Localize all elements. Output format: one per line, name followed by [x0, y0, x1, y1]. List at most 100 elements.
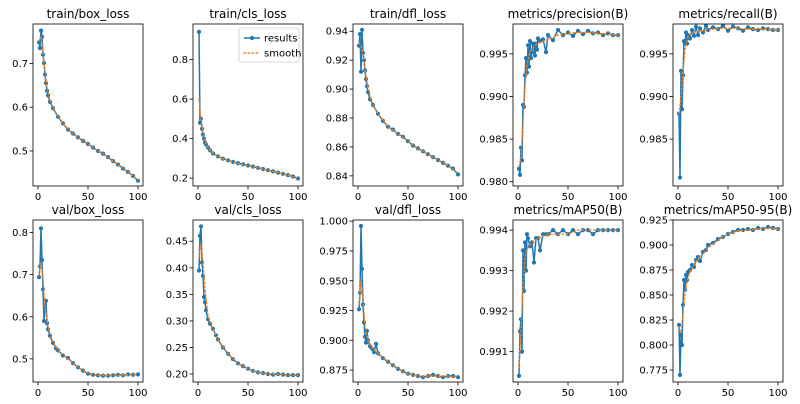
- results-point: [683, 272, 689, 278]
- results-point: [36, 40, 42, 45]
- plot-metrics-precision-b: metrics/precision(B) 0 50 100 0.980 0.985 0.99…: [479, 7, 628, 203]
- plot-title: val/box_loss: [52, 203, 125, 217]
- y-tick-label: 0.900: [319, 336, 348, 347]
- y-tick-label: 1.000: [319, 217, 348, 228]
- plot-train-dfl-loss: train/dfl_loss 0 50 100 0.84 0.86 0.88 0.90 0.92…: [326, 7, 468, 203]
- results-point: [543, 50, 549, 55]
- results-point: [720, 24, 726, 28]
- y-tick-label: 0.84: [326, 171, 348, 182]
- results-point: [687, 36, 693, 41]
- y-tick-label: 0.985: [639, 135, 668, 146]
- results-point: [691, 33, 697, 39]
- plot-metrics-map50-b: metrics/mAP50(B) 0 50 100 0.991 0.992 0.993 0.9…: [479, 203, 627, 399]
- results-point: [529, 240, 535, 245]
- results-point: [534, 47, 540, 52]
- results-point: [540, 37, 546, 42]
- smooth-series-line: [358, 280, 459, 378]
- results-point: [198, 224, 204, 229]
- legend-box: [238, 27, 300, 63]
- y-tick-label: 0.985: [479, 135, 508, 146]
- results-point: [357, 31, 363, 37]
- legend: results smooth: [238, 27, 301, 63]
- results-point: [373, 341, 379, 346]
- y-tick-label: 0.850: [639, 291, 668, 302]
- axes-frame: [672, 219, 784, 383]
- results-point: [575, 232, 581, 237]
- results-series-line: [358, 29, 459, 175]
- results-point: [705, 27, 711, 33]
- results-point: [677, 372, 683, 378]
- series-group: [36, 28, 141, 183]
- results-point: [585, 28, 591, 33]
- results-point: [527, 39, 533, 44]
- results-point: [678, 68, 684, 73]
- results-point: [570, 33, 576, 39]
- y-tick-label: 0.35: [166, 290, 188, 301]
- x-tick-label: 0: [675, 388, 681, 399]
- results-point: [689, 27, 695, 33]
- x-tick-label: 50: [402, 192, 415, 203]
- smooth-series-line: [198, 243, 299, 376]
- results-point: [196, 29, 202, 34]
- results-point: [38, 28, 44, 33]
- results-point: [555, 27, 561, 33]
- results-point: [681, 277, 687, 283]
- results-point: [695, 33, 701, 38]
- results-point: [41, 318, 47, 324]
- y-tick-label: 0.950: [319, 276, 348, 287]
- plot-title: train/cls_loss: [209, 7, 286, 21]
- y-tick-label: 0.8: [172, 55, 188, 66]
- plot-val-cls-loss: val/cls_loss 0 50 100 0.20 0.25 0.30 0.35 0.40 0.…: [166, 203, 308, 399]
- y-tick-label: 0.25: [166, 343, 188, 354]
- axes-frame: [192, 219, 304, 383]
- x-tick-label: 100: [608, 192, 627, 203]
- results-point: [677, 175, 683, 180]
- axes-frame: [32, 23, 144, 187]
- x-tick-label: 100: [128, 192, 147, 203]
- results-point: [516, 373, 522, 378]
- results-point: [358, 69, 364, 74]
- results-series-line: [518, 229, 618, 376]
- series-group: [36, 226, 141, 378]
- series-group: [356, 223, 461, 380]
- y-tick-label: 0.875: [319, 366, 348, 377]
- y-tick-label: 0.7: [12, 59, 28, 70]
- x-tick-label: 100: [768, 388, 787, 399]
- y-tick-label: 0.5: [12, 146, 28, 157]
- y-tick-label: 0.990: [479, 92, 508, 103]
- plot-metrics-map50-95-b: metrics/mAP50-95(B) 0 50 100 0.775 0.800 0.825…: [639, 203, 792, 399]
- series-group: [676, 24, 781, 180]
- results-point: [585, 228, 591, 233]
- y-tick-label: 0.4: [172, 134, 188, 145]
- results-point: [358, 223, 364, 229]
- results-point: [523, 56, 529, 61]
- results-point: [679, 342, 685, 348]
- series-group: [676, 224, 781, 378]
- results-series-line: [678, 24, 778, 179]
- x-tick-label: 0: [675, 192, 681, 203]
- plot-train-box-loss: train/box_loss 0 50 100 0.5 0.6 0.7: [12, 7, 147, 203]
- results-point: [590, 232, 596, 237]
- y-tick-label: 0.990: [639, 92, 668, 103]
- smooth-series-line: [38, 261, 139, 377]
- y-tick-label: 0.995: [639, 49, 668, 60]
- x-tick-label: 0: [35, 388, 41, 399]
- results-point: [525, 43, 531, 48]
- results-point: [197, 233, 203, 238]
- results-point: [265, 371, 271, 377]
- y-tick-label: 0.980: [479, 177, 508, 188]
- plot-title: metrics/recall(B): [678, 7, 777, 21]
- y-tick-label: 0.825: [639, 316, 668, 327]
- plot-title: train/box_loss: [47, 7, 130, 21]
- results-point: [530, 41, 536, 46]
- y-tick-label: 0.45: [166, 237, 188, 248]
- x-tick-label: 50: [82, 192, 95, 203]
- series-group: [516, 27, 621, 177]
- y-tick-label: 0.6: [12, 103, 28, 114]
- series-group: [196, 224, 301, 378]
- x-tick-label: 0: [195, 192, 201, 203]
- x-tick-label: 0: [355, 388, 361, 399]
- results-point: [37, 46, 43, 51]
- plot-val-dfl-loss: val/dfl_loss 0 50 100 0.875 0.900 0.925 0.950 0.…: [319, 203, 467, 399]
- x-tick-label: 50: [82, 388, 95, 399]
